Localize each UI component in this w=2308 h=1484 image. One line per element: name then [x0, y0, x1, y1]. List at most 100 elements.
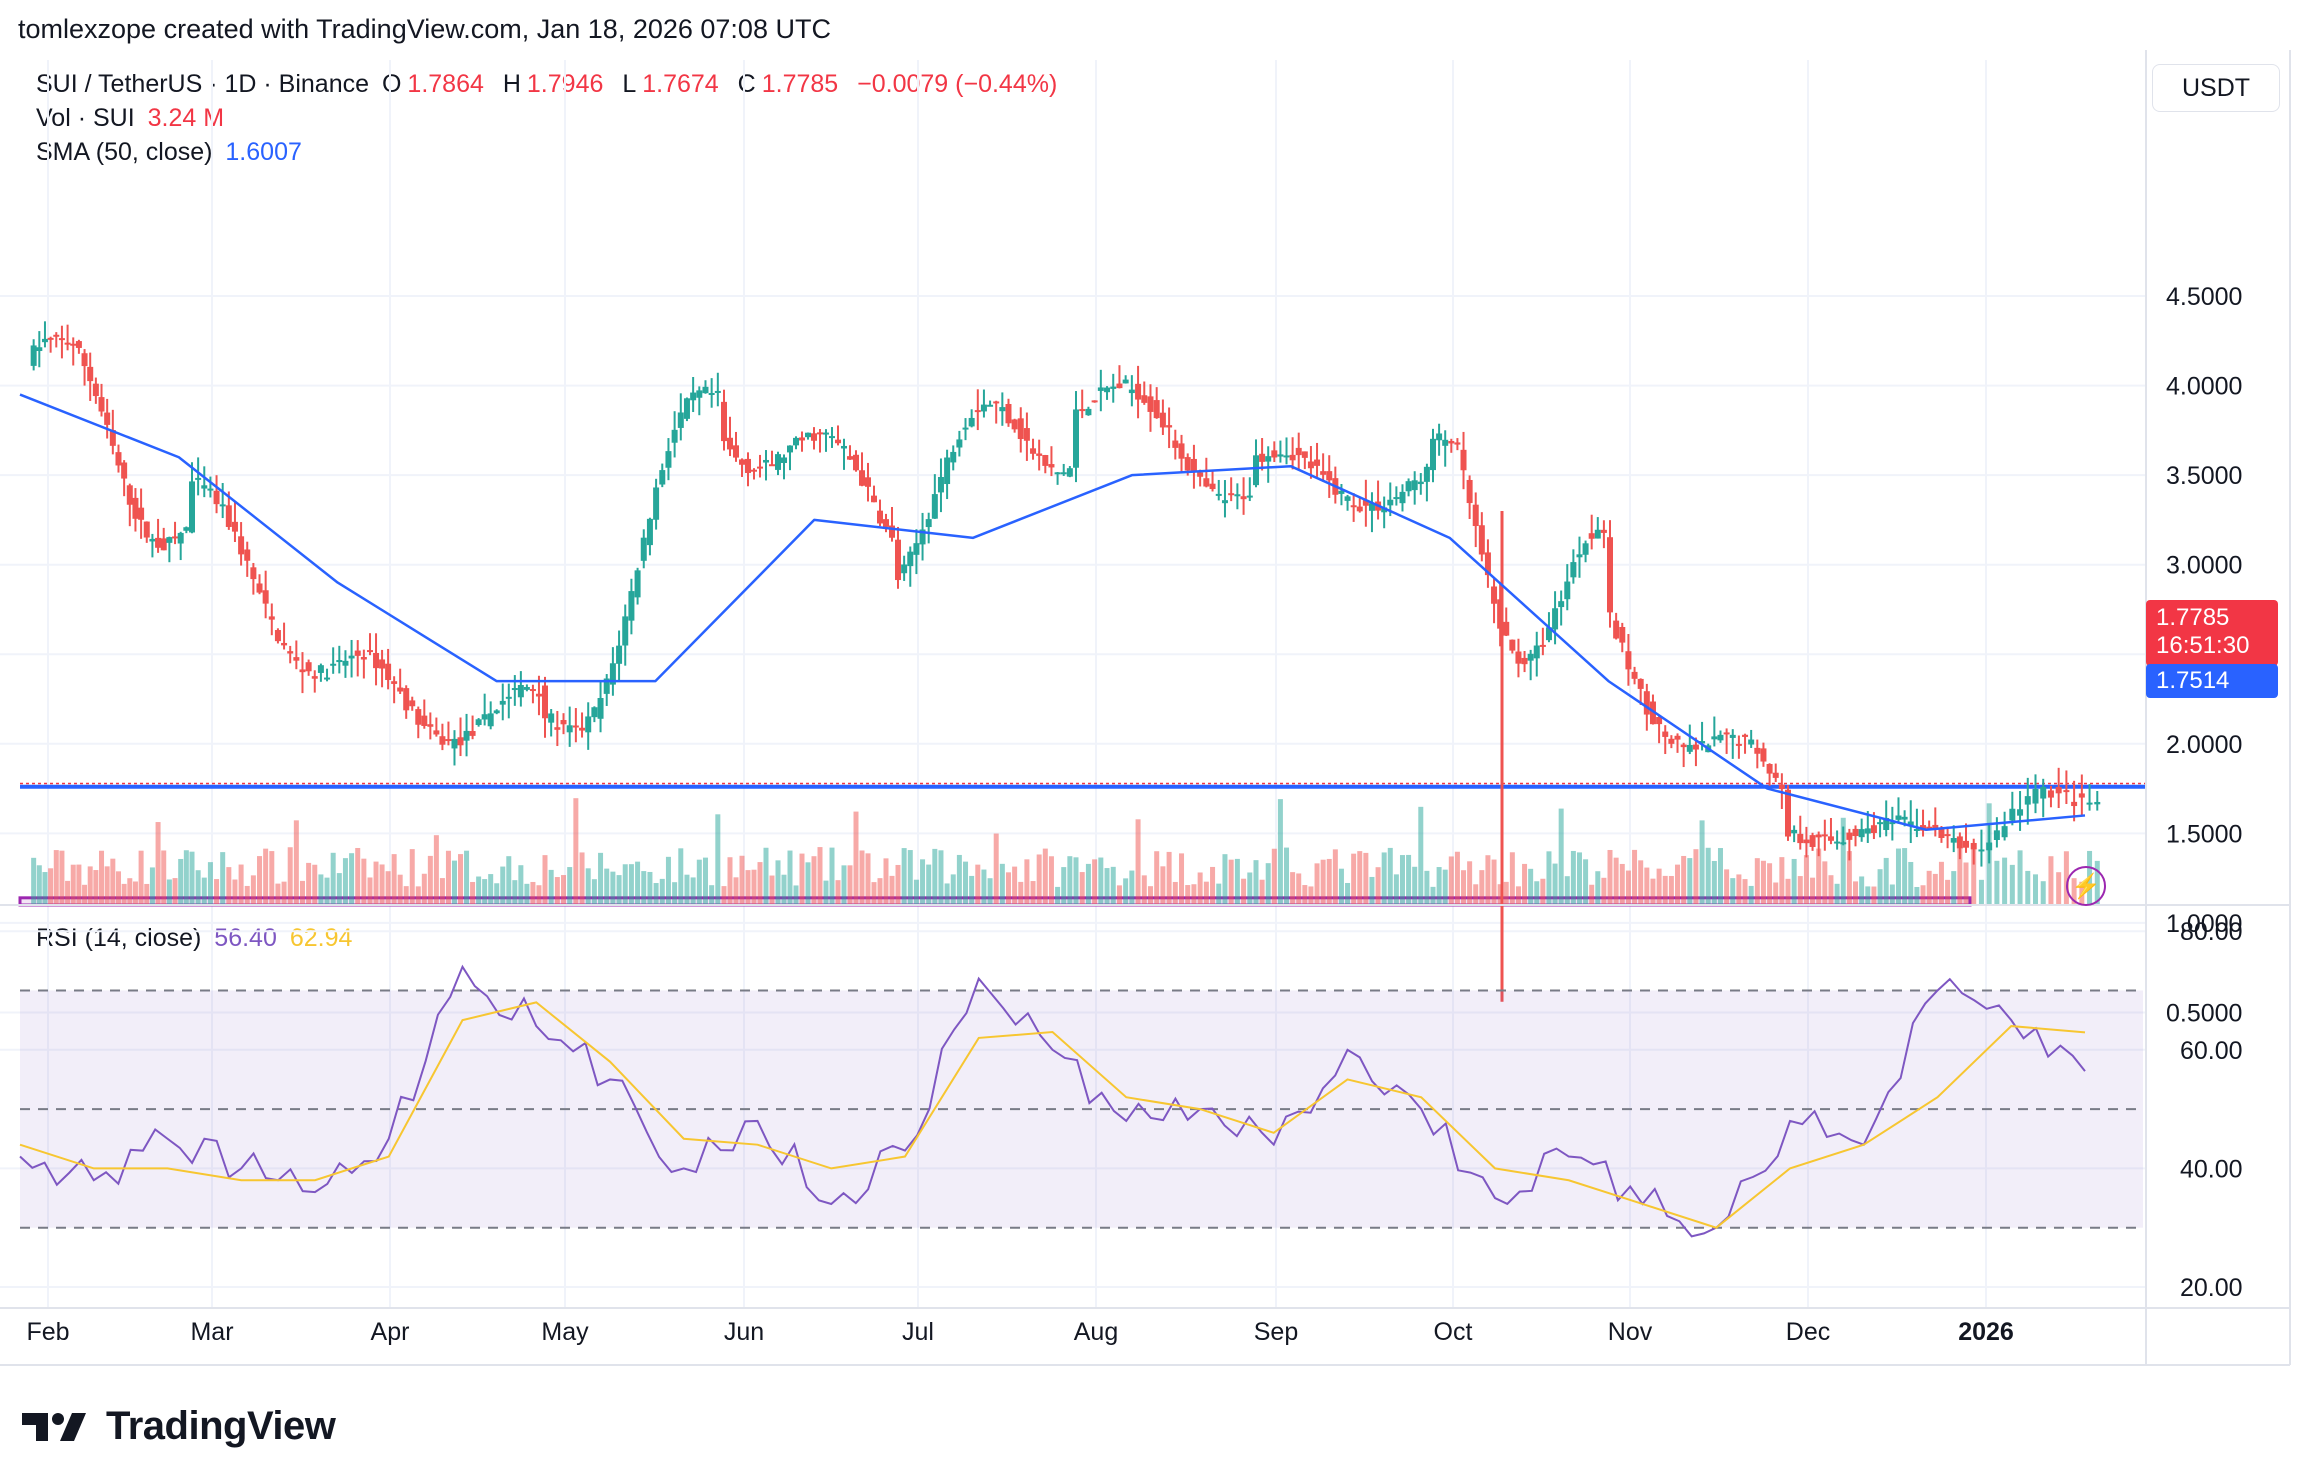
volume-bar: [739, 855, 745, 905]
volume-bar: [1705, 847, 1711, 905]
volume-bar: [1595, 871, 1601, 905]
volume-bar: [721, 886, 727, 905]
candle-body: [1570, 562, 1577, 578]
candle-body: [463, 730, 470, 741]
volume-bar: [1406, 854, 1412, 905]
candle-body: [415, 709, 422, 725]
volume-bar: [1210, 866, 1216, 905]
volume-bar: [1613, 857, 1619, 905]
candle-body: [1399, 491, 1406, 504]
volume-bar: [727, 857, 733, 905]
candle-body: [1079, 409, 1086, 412]
lightning-bolt-icon[interactable]: ⚡: [2066, 866, 2106, 906]
candle-body: [250, 567, 257, 580]
candle-body: [597, 698, 604, 719]
volume-bar: [823, 880, 829, 905]
candle-body: [671, 429, 678, 443]
volume-bar: [567, 867, 573, 905]
volume-bar: [1166, 851, 1172, 905]
volume-bar: [987, 878, 993, 905]
candle-body: [1680, 744, 1687, 748]
candle-body: [1011, 419, 1018, 430]
price-tick-label: 0.5000: [2166, 999, 2242, 1027]
volume-bar: [901, 848, 907, 905]
sma-label[interactable]: SMA (50, close): [36, 138, 213, 166]
candle-body: [980, 404, 987, 412]
volume-bar: [659, 878, 665, 905]
candle-body: [293, 657, 300, 661]
volume-bar: [155, 822, 161, 905]
volume-bar: [993, 833, 999, 905]
volume-bar: [132, 881, 138, 905]
volume-bar: [1085, 863, 1091, 905]
open-value: 1.7864: [407, 70, 484, 98]
volume-bar: [445, 850, 451, 905]
volume-bar: [1515, 886, 1521, 905]
volume-bar: [1320, 859, 1326, 905]
volume-bar: [1308, 886, 1314, 905]
candle-body: [1368, 503, 1375, 511]
volume-bar: [48, 868, 54, 905]
volume-bar: [573, 798, 579, 905]
candle-body: [1381, 507, 1388, 513]
candle-body: [1228, 493, 1235, 496]
volume-bar: [1302, 885, 1308, 905]
candle-body: [1686, 744, 1693, 752]
candle-body: [757, 466, 763, 469]
candle-body: [1460, 449, 1467, 471]
candle-body: [1042, 455, 1049, 466]
volume-bar: [1589, 884, 1595, 905]
candle-body: [385, 663, 392, 681]
candle-body: [993, 401, 1000, 404]
rsi-label[interactable]: RSI (14, close): [36, 924, 202, 952]
candle-body: [287, 651, 294, 654]
time-tick-label: May: [541, 1318, 589, 1346]
candle-body: [1497, 599, 1504, 629]
candle-body: [1141, 395, 1148, 403]
sma-price-value: 1.7514: [2156, 667, 2230, 694]
candle-body: [1729, 734, 1736, 738]
volume-bar: [1687, 858, 1693, 905]
change-value: −0.0079 (−0.44%): [857, 70, 1058, 98]
candle-body: [1153, 400, 1160, 419]
rsi-tick-label: 80.00: [2180, 918, 2243, 946]
volume-bar: [201, 877, 207, 905]
candle-body: [2040, 786, 2047, 799]
volume-bar: [1546, 851, 1552, 905]
candle-body: [1699, 741, 1706, 744]
volume-bar: [373, 861, 379, 905]
candle-body: [841, 445, 847, 449]
symbol-name[interactable]: SUI / TetherUS · 1D · Binance: [36, 70, 370, 98]
candle-body: [1128, 389, 1135, 394]
candle-body: [397, 687, 404, 692]
volume-bar: [397, 874, 403, 905]
volume-bar: [847, 865, 853, 905]
volume-bar: [1338, 868, 1344, 905]
volume-bar: [1387, 847, 1393, 905]
volume-bar: [250, 875, 256, 905]
candle-body: [865, 477, 871, 487]
candle-body: [919, 529, 926, 545]
volume-label[interactable]: Vol · SUI: [36, 104, 135, 132]
volume-bar: [110, 858, 116, 905]
volume-bar: [585, 868, 591, 905]
tradingview-logo[interactable]: TradingView: [22, 1404, 336, 1449]
volume-bar: [1889, 884, 1895, 905]
candle-body: [1277, 454, 1284, 457]
candle-body: [1478, 525, 1485, 555]
candle-body: [1307, 461, 1314, 469]
currency-button[interactable]: USDT: [2152, 64, 2280, 112]
candle-body: [944, 457, 951, 485]
candle-body: [1326, 471, 1333, 481]
candle-body: [1717, 734, 1724, 741]
volume-bar: [1448, 856, 1454, 905]
candle-body: [1785, 789, 1791, 837]
volume-bar: [1179, 853, 1185, 905]
brand-name: TradingView: [106, 1404, 336, 1448]
candle-body: [138, 507, 145, 520]
candle-body: [457, 737, 464, 746]
volume-bar: [817, 847, 823, 905]
volume-bar: [263, 848, 269, 905]
candle-body: [1662, 731, 1669, 737]
